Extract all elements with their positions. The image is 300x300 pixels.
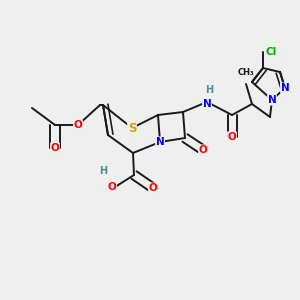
Text: CH₃: CH₃ <box>238 68 254 77</box>
Text: H: H <box>205 85 213 95</box>
Text: O: O <box>199 145 207 155</box>
Text: H: H <box>99 166 107 176</box>
Text: N: N <box>268 95 276 105</box>
Text: O: O <box>148 183 158 193</box>
Text: S: S <box>128 122 136 134</box>
Text: N: N <box>156 137 164 147</box>
Text: Cl: Cl <box>266 47 277 57</box>
Text: O: O <box>108 182 116 192</box>
Text: N: N <box>202 99 211 109</box>
Text: O: O <box>74 120 82 130</box>
Text: O: O <box>228 132 236 142</box>
Text: N: N <box>280 83 290 93</box>
Text: O: O <box>51 143 59 153</box>
